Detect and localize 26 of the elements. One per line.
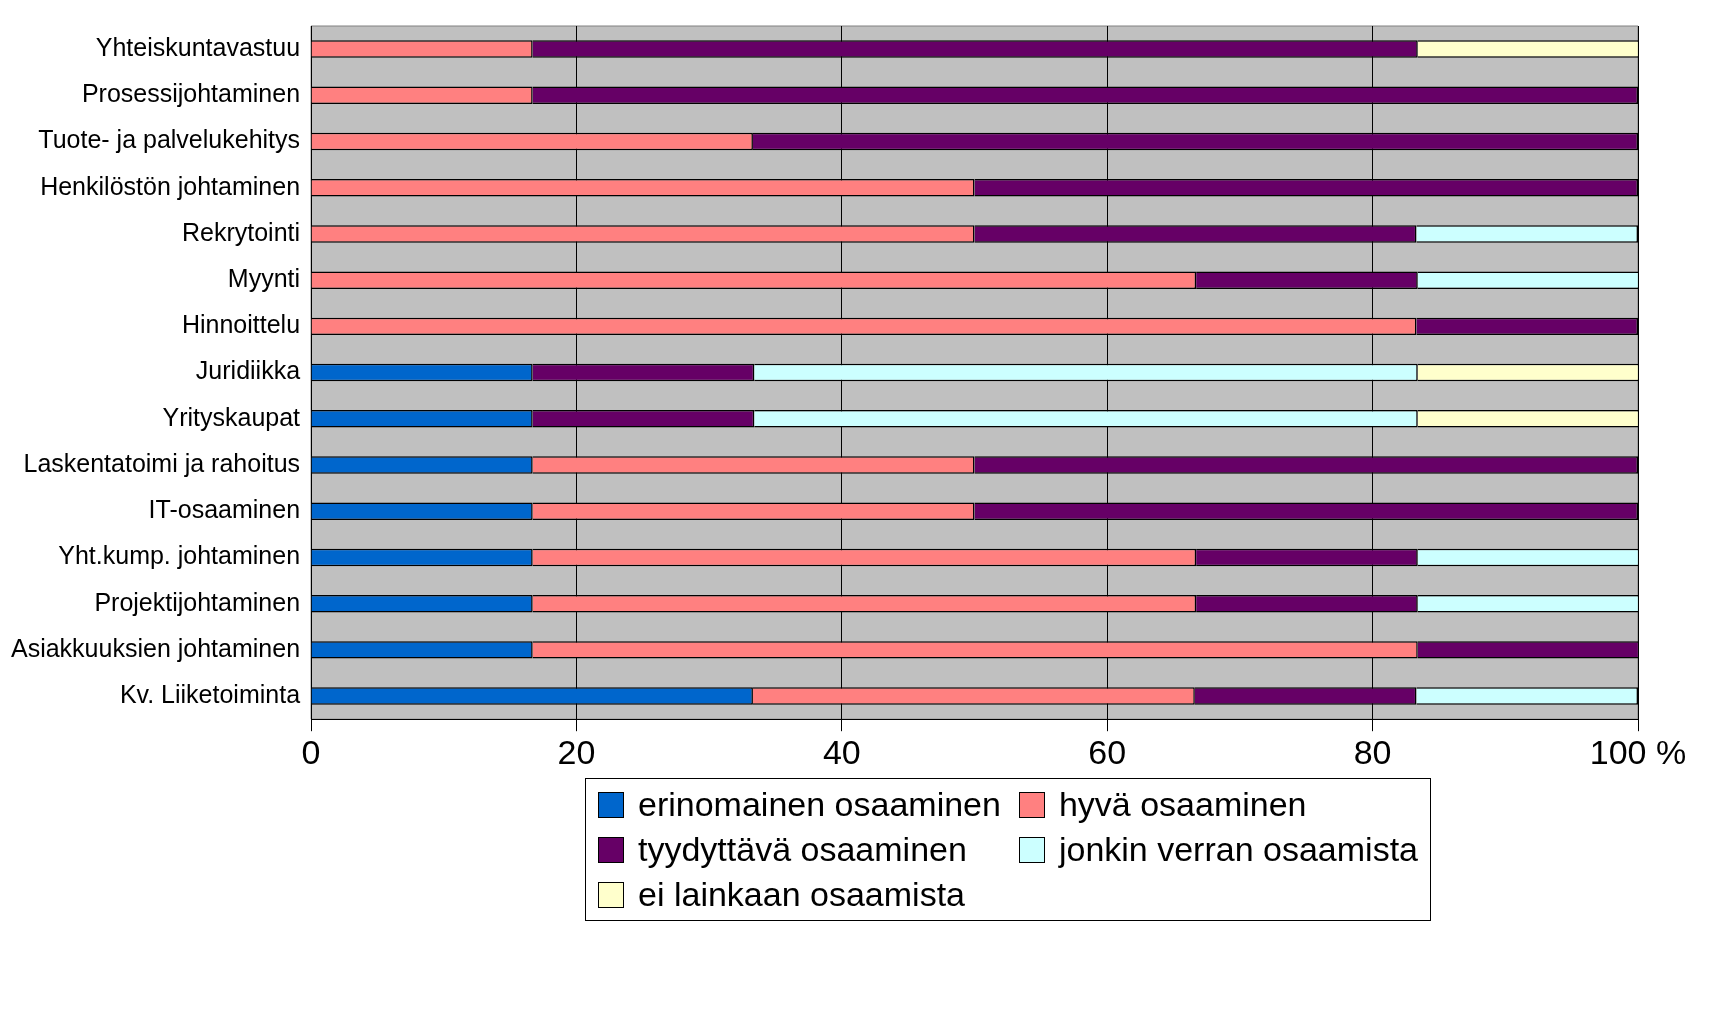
y-tick-label: Rekrytointi — [181, 217, 301, 246]
x-tick-label: 100 % — [1589, 732, 1687, 771]
y-tick-label: Yht.kump. johtaminen — [58, 541, 301, 570]
x-tick-label: 60 — [1088, 732, 1127, 771]
legend-label: tyydyttävä osaaminen — [638, 830, 967, 869]
y-tick-label: Projektijohtaminen — [94, 587, 301, 616]
legend-label: erinomainen osaaminen — [638, 785, 1001, 824]
y-tick-label: Laskentatoimi ja rahoitus — [23, 448, 301, 477]
y-tick-label: Henkilöstön johtaminen — [40, 171, 301, 200]
y-tick-label: Kv. Liiketoiminta — [119, 679, 301, 708]
x-tick-label: 40 — [822, 732, 861, 771]
x-tick-label: 80 — [1353, 732, 1392, 771]
y-tick-label: IT-osaaminen — [148, 495, 301, 524]
y-tick-label: Tuote- ja palvelukehitys — [38, 125, 301, 154]
y-tick-label: Myynti — [227, 264, 301, 293]
legend-label: jonkin verran osaamista — [1058, 830, 1418, 869]
x-tick-label: 0 — [301, 732, 321, 771]
y-tick-label: Hinnoittelu — [181, 310, 301, 339]
y-tick-label: Asiakkuuksien johtaminen — [10, 633, 301, 662]
y-tick-label: Yrityskaupat — [162, 402, 301, 431]
y-tick-label: Prosessijohtaminen — [81, 79, 301, 108]
x-tick-label: 20 — [557, 732, 596, 771]
y-tick-label: Yhteiskuntavastuu — [95, 33, 301, 61]
legend-label: hyvä osaaminen — [1058, 785, 1307, 824]
legend-label: ei lainkaan osaamista — [638, 875, 965, 914]
y-tick-label: Juridiikka — [195, 356, 301, 385]
